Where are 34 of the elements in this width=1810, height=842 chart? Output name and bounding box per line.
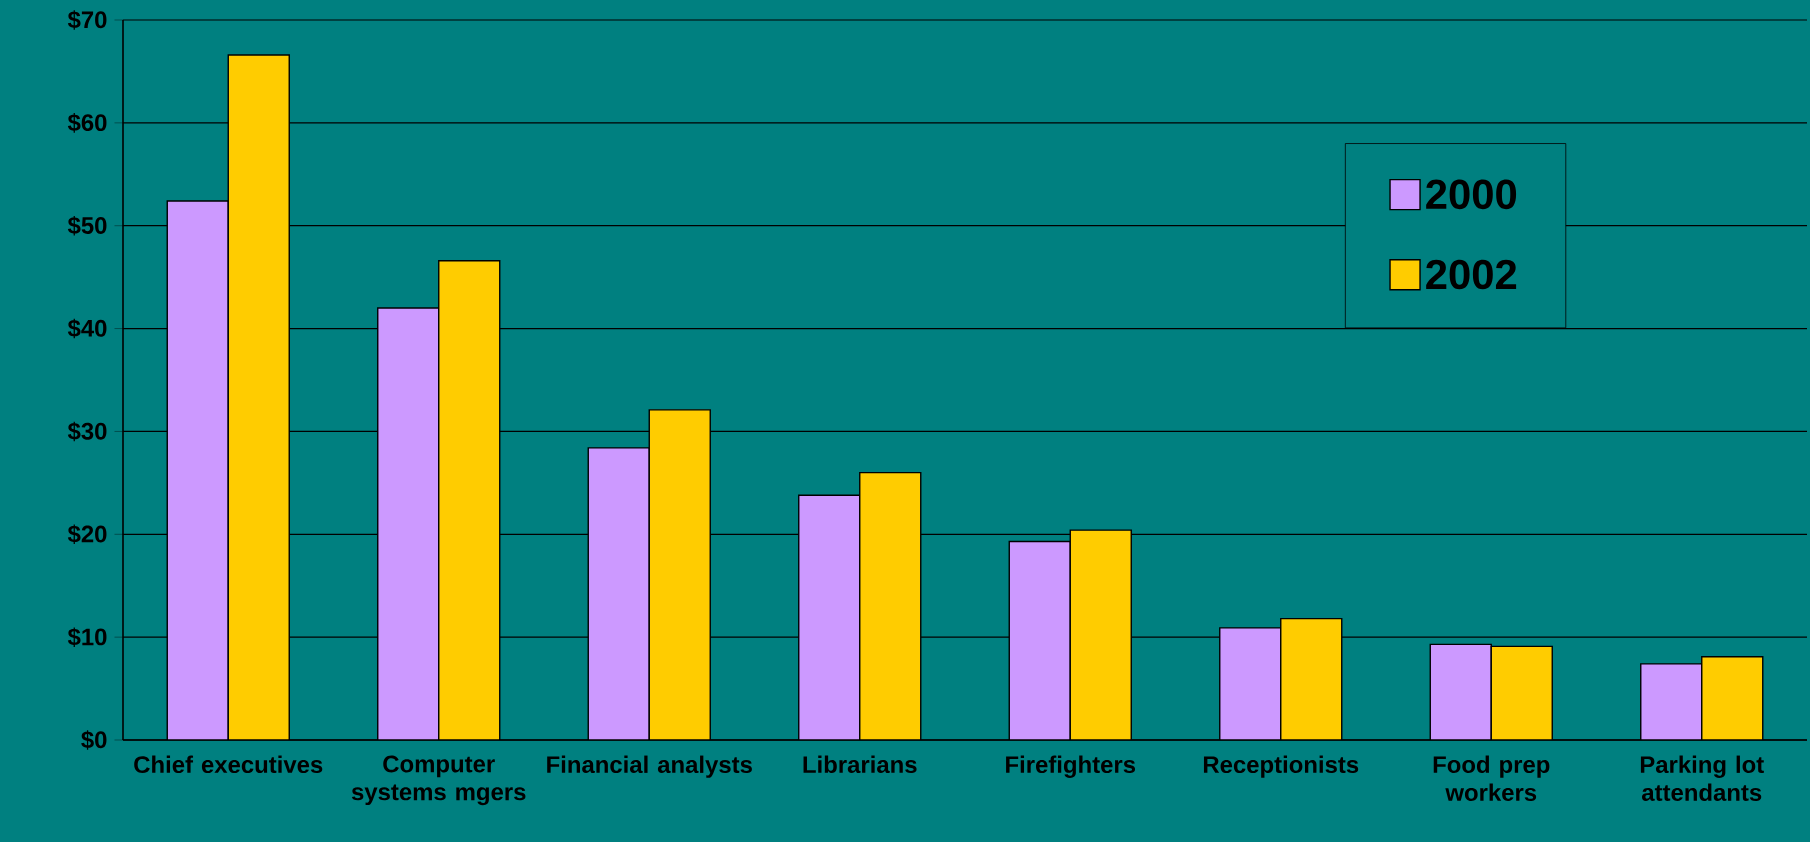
x-tick-label: Receptionists — [1203, 755, 1359, 778]
legend-label: 2000 — [1426, 179, 1517, 210]
bar — [649, 409, 711, 740]
bar — [1430, 644, 1492, 740]
bar — [588, 447, 650, 740]
bar — [1491, 646, 1553, 740]
bar — [1640, 663, 1703, 740]
y-tick-label: $50 — [67, 215, 107, 236]
y-tick-label: $10 — [67, 627, 107, 647]
bar — [438, 260, 500, 740]
bar — [1280, 618, 1342, 740]
y-tick-label: $30 — [67, 421, 107, 442]
y-tick-label: $40 — [67, 318, 107, 339]
legend-label: 2002 — [1426, 259, 1517, 290]
y-tick-label: $20 — [67, 524, 107, 545]
x-tick-label: Food prep workers — [1433, 755, 1550, 801]
bar — [1009, 541, 1071, 740]
x-tick-label: Librarians — [803, 755, 917, 774]
bar — [377, 308, 439, 740]
bar — [1701, 655, 1764, 740]
bar — [1219, 627, 1281, 740]
x-tick-label: Parking lot attendants — [1640, 755, 1764, 801]
bar — [859, 472, 921, 740]
y-tick-label: $70 — [67, 10, 107, 30]
y-tick-label: $0 — [81, 730, 107, 750]
y-tick-label: $60 — [67, 113, 107, 133]
bar — [1070, 530, 1132, 740]
x-tick-label: Financial analysts — [547, 755, 752, 778]
bar — [167, 201, 229, 740]
x-tick-label: Chief executives — [134, 755, 323, 774]
x-tick-label: Computer systems mgers — [351, 755, 526, 806]
x-tick-label: Firefighters — [1006, 755, 1136, 778]
bar — [798, 495, 860, 740]
bar — [228, 54, 290, 740]
